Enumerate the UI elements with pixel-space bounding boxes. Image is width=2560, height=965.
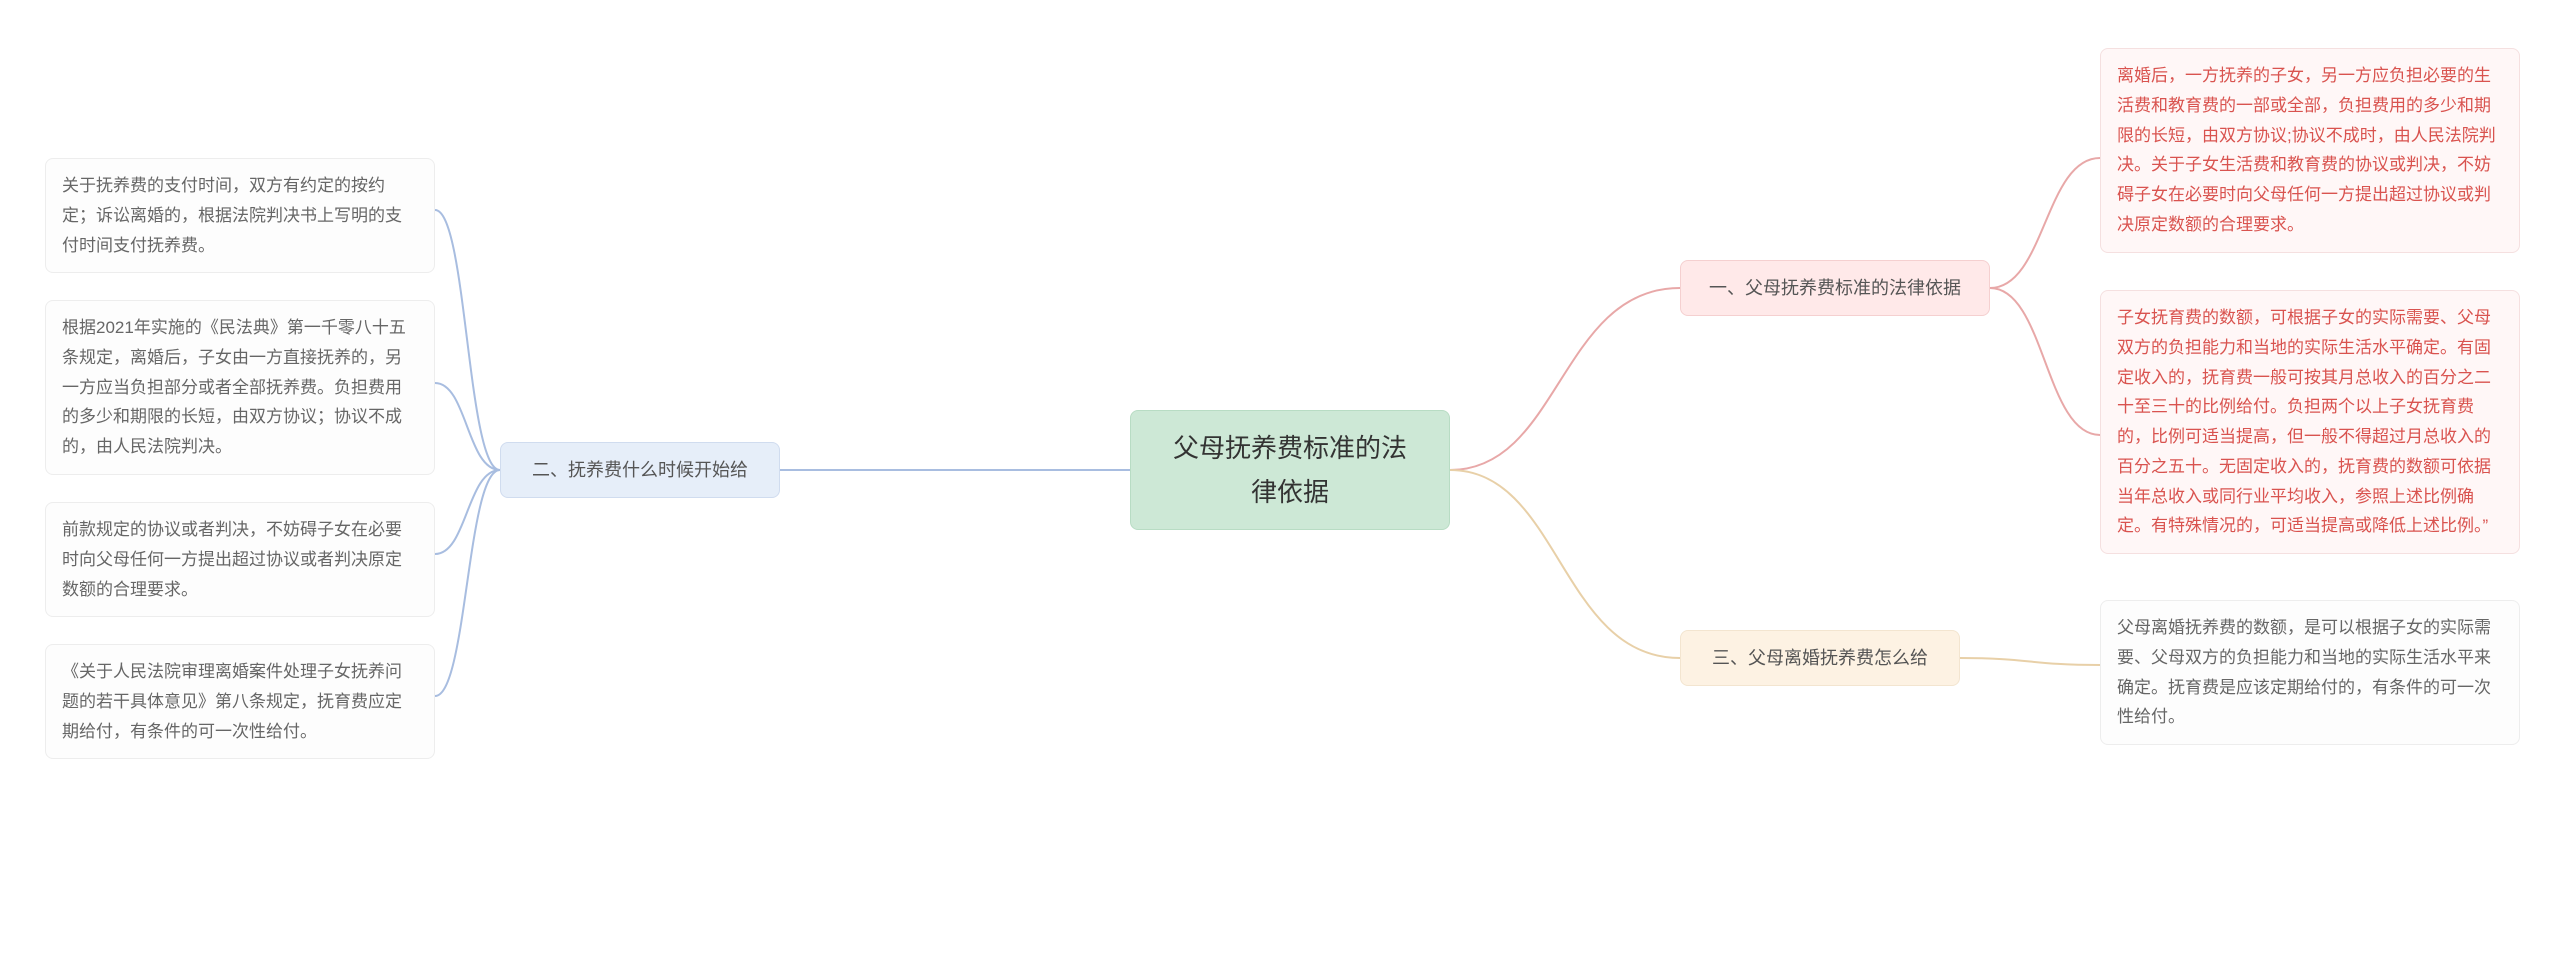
edge-b3-l1 bbox=[1960, 658, 2100, 665]
leaf-b3-1[interactable]: 父母离婚抚养费的数额，是可以根据子女的实际需要、父母双方的负担能力和当地的实际生… bbox=[2100, 600, 2520, 745]
branch-2[interactable]: 二、抚养费什么时候开始给 bbox=[500, 442, 780, 498]
leaf-b1-1[interactable]: 离婚后，一方抚养的子女，另一方应负担必要的生活费和教育费的一部或全部，负担费用的… bbox=[2100, 48, 2520, 253]
edge-b1-l1 bbox=[1990, 158, 2100, 288]
edge-b1-l2 bbox=[1990, 288, 2100, 435]
edge-b2-l3 bbox=[435, 470, 500, 554]
leaf-b2-2[interactable]: 根据2021年实施的《民法典》第一千零八十五条规定，离婚后，子女由一方直接抚养的… bbox=[45, 300, 435, 475]
center-node[interactable]: 父母抚养费标准的法律依据 bbox=[1130, 410, 1450, 530]
leaf-b2-1[interactable]: 关于抚养费的支付时间，双方有约定的按约定；诉讼离婚的，根据法院判决书上写明的支付… bbox=[45, 158, 435, 273]
leaf-b2-3[interactable]: 前款规定的协议或者判决，不妨碍子女在必要时向父母任何一方提出超过协议或者判决原定… bbox=[45, 502, 435, 617]
edge-center-b1 bbox=[1450, 288, 1680, 470]
edge-b2-l1 bbox=[435, 210, 500, 470]
branch-3[interactable]: 三、父母离婚抚养费怎么给 bbox=[1680, 630, 1960, 686]
leaf-b2-4[interactable]: 《关于人民法院审理离婚案件处理子女抚养问题的若干具体意见》第八条规定，抚育费应定… bbox=[45, 644, 435, 759]
edge-b2-l4 bbox=[435, 470, 500, 696]
leaf-b1-2[interactable]: 子女抚育费的数额，可根据子女的实际需要、父母双方的负担能力和当地的实际生活水平确… bbox=[2100, 290, 2520, 554]
edge-b2-l2 bbox=[435, 383, 500, 470]
edge-center-b3 bbox=[1450, 470, 1680, 658]
branch-1[interactable]: 一、父母抚养费标准的法律依据 bbox=[1680, 260, 1990, 316]
